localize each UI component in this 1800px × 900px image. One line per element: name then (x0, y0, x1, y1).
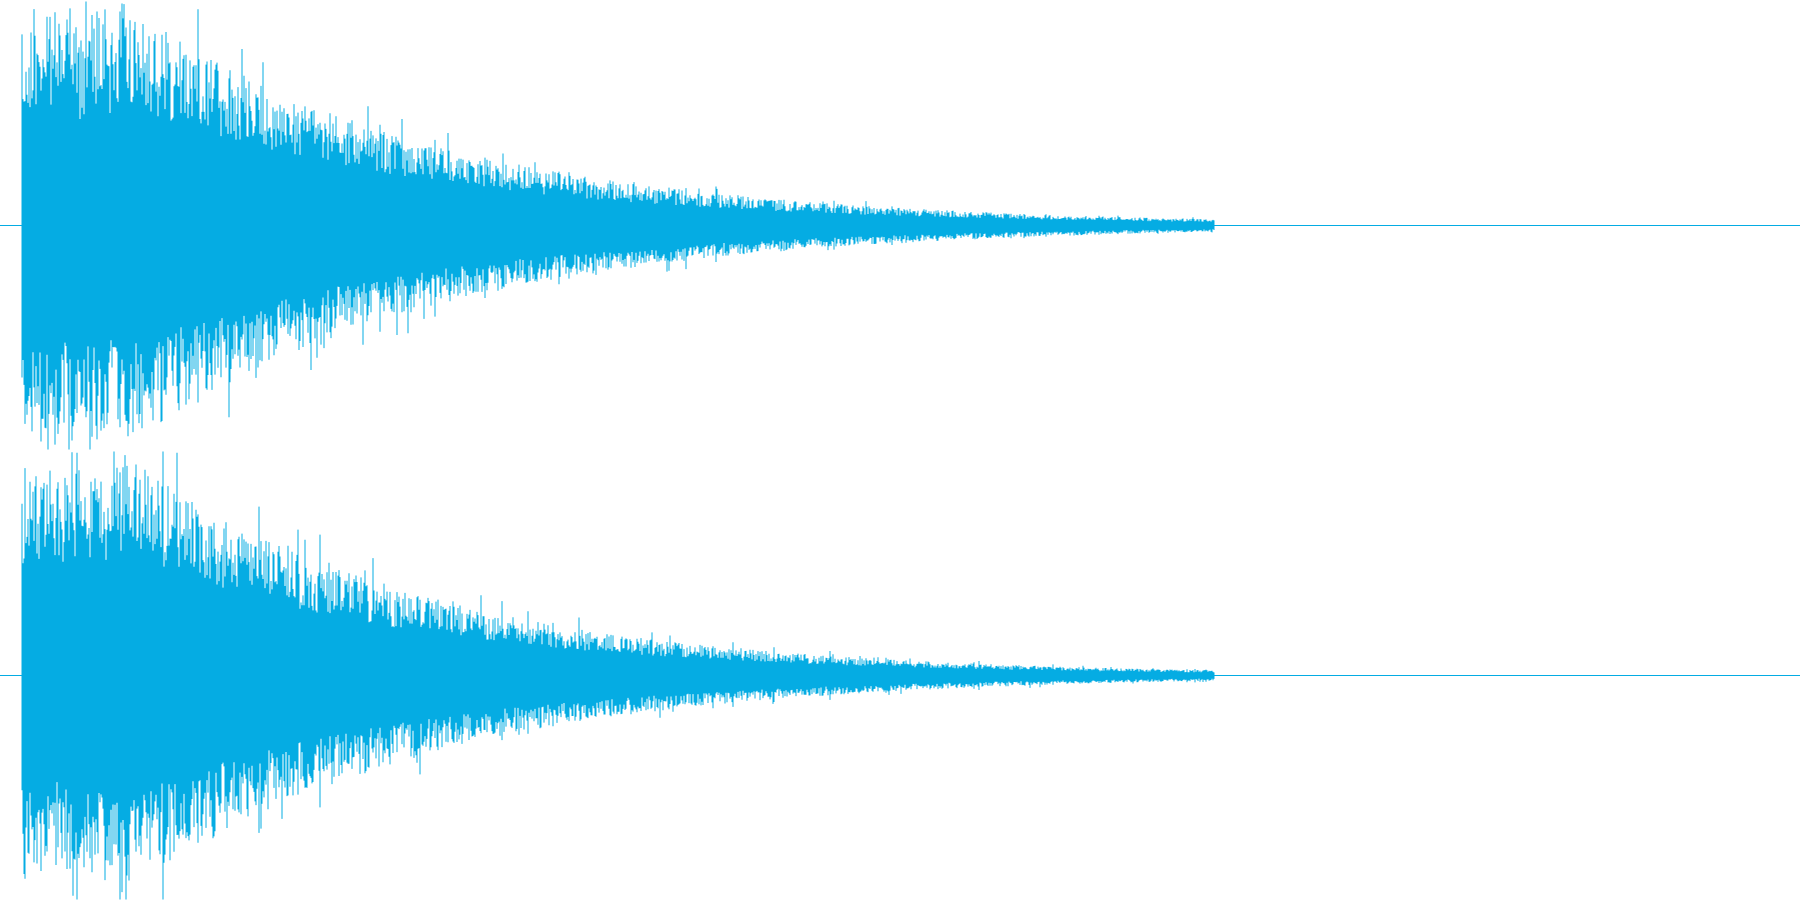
channel-1-waveform (0, 1, 1800, 450)
channel-2-signal (21, 451, 1215, 900)
channel-1-signal (21, 1, 1215, 450)
channel-2-waveform (0, 451, 1800, 900)
